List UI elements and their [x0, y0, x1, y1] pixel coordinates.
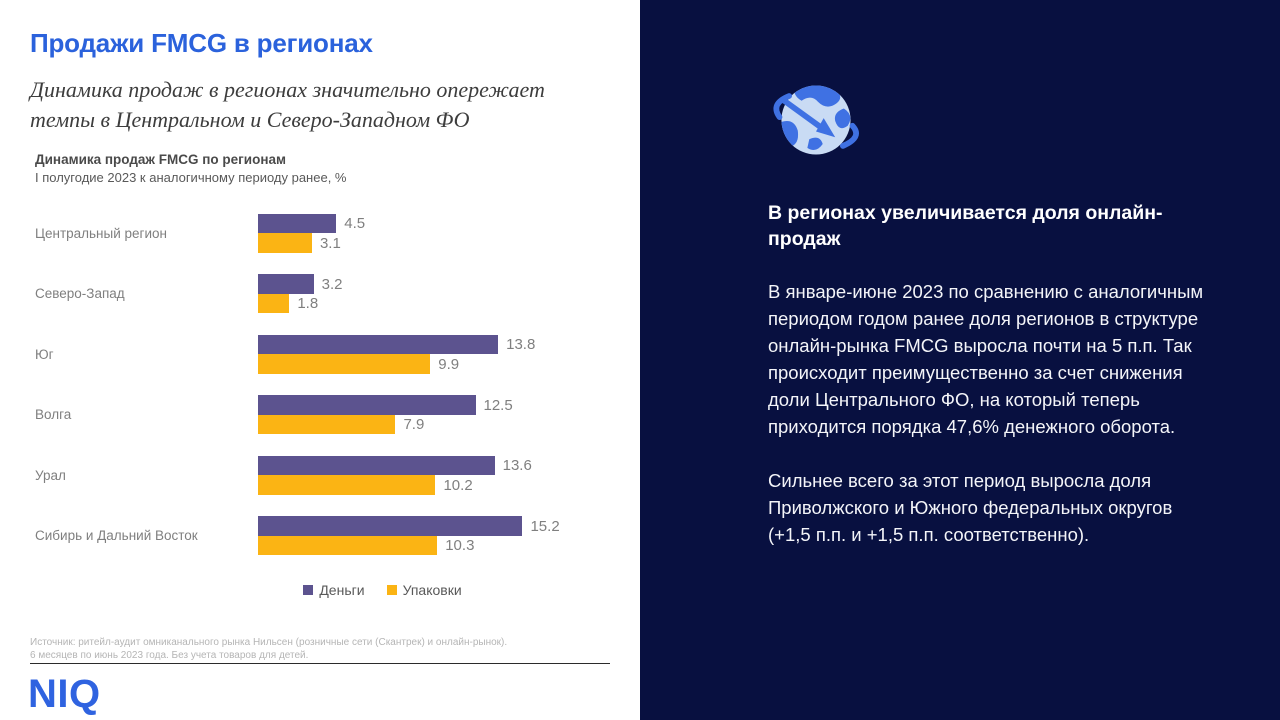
- bar-value-label: 12.5: [483, 396, 513, 414]
- legend-item: Деньги: [303, 582, 365, 598]
- bar-value-label: 3.2: [321, 275, 343, 293]
- bar-value-label: 10.2: [443, 476, 473, 494]
- category-label: Сибирь и Дальний Восток: [35, 528, 198, 544]
- chart-row: Центральный регион 4.5 3.1: [35, 203, 610, 264]
- category-label: Урал: [35, 467, 66, 483]
- bar-packs: [258, 354, 431, 374]
- bar-packs: [258, 414, 396, 435]
- bar-money: [258, 334, 499, 355]
- source-note: Источник: ритейл-аудит омниканального ры…: [30, 636, 590, 662]
- chart-title: Динамика продаж FMCG по регионам: [35, 152, 286, 167]
- legend-swatch: [386, 585, 397, 595]
- bar-money: [258, 213, 337, 234]
- page-title: Продажи FMCG в регионах: [30, 28, 373, 58]
- bar-packs: [258, 233, 312, 253]
- bar-packs: [258, 293, 290, 314]
- bar-value-label: 13.8: [506, 336, 536, 353]
- chart-row: Сибирь и Дальний Восток 15.2 10.3: [35, 506, 610, 567]
- source-line-1: Источник: ритейл-аудит омниканального ры…: [30, 637, 508, 648]
- bar-value-label: 9.9: [438, 355, 460, 373]
- legend-swatch: [303, 585, 314, 595]
- bar-packs: [258, 475, 436, 495]
- footer-divider: [30, 663, 610, 664]
- globe-arrow-icon: [768, 72, 864, 168]
- insight-heading: В регионах увеличивается доля онлайн-про…: [768, 202, 1163, 251]
- bar-money: [258, 455, 495, 476]
- source-line-2: 6 месяцев по июнь 2023 года. Без учета т…: [30, 650, 309, 661]
- chart-legend: Деньги Упаковки: [35, 582, 610, 598]
- bar-value-label: 3.1: [319, 234, 341, 252]
- bar-chart: Динамика продаж FMCG по регионам I полуг…: [35, 152, 610, 598]
- bar-value-label: 10.3: [445, 537, 475, 554]
- category-label: Юг: [35, 346, 54, 362]
- insight-body: В январе-июне 2023 по сравнению с аналог…: [768, 278, 1220, 548]
- right-panel: В регионах увеличивается доля онлайн-про…: [640, 0, 1280, 720]
- chart-row: Северо-Запад 3.2 1.8: [35, 264, 610, 325]
- category-label: Северо-Запад: [35, 286, 125, 302]
- chart-row: Урал 13.6 10.2: [35, 445, 610, 506]
- bar-packs: [258, 535, 438, 556]
- legend-label: Деньги: [319, 582, 365, 598]
- bar-value-label: 7.9: [403, 416, 425, 433]
- bar-value-label: 4.5: [344, 215, 366, 232]
- left-panel: Продажи FMCG в регионах Динамика продаж …: [28, 28, 610, 716]
- chart-subtitle: I полугодие 2023 к аналогичному периоду …: [35, 170, 347, 185]
- insight-paragraph-2: Сильнее всего за этот период выросла дол…: [768, 470, 1173, 545]
- chart-row: Волга 12.5 7.9: [35, 385, 610, 446]
- legend-label: Упаковки: [402, 582, 462, 598]
- niq-logo: NIQ: [28, 672, 101, 716]
- bar-value-label: 1.8: [297, 295, 319, 312]
- chart-rows: Центральный регион 4.5 3.1 Северо-Запад 3.2 1…: [35, 203, 610, 566]
- bar-value-label: 15.2: [530, 517, 560, 535]
- category-label: Центральный регион: [35, 225, 167, 241]
- category-label: Волга: [35, 407, 72, 423]
- legend-item: Упаковки: [386, 582, 462, 598]
- bar-money: [258, 516, 523, 536]
- slide-subtitle: Динамика продаж в регионах значительно о…: [30, 77, 545, 133]
- bar-value-label: 13.6: [502, 457, 532, 474]
- bar-money: [258, 274, 314, 294]
- bar-money: [258, 395, 476, 415]
- insight-paragraph-1: В январе-июне 2023 по сравнению с аналог…: [768, 281, 1204, 437]
- chart-row: Юг 13.8 9.9: [35, 324, 610, 385]
